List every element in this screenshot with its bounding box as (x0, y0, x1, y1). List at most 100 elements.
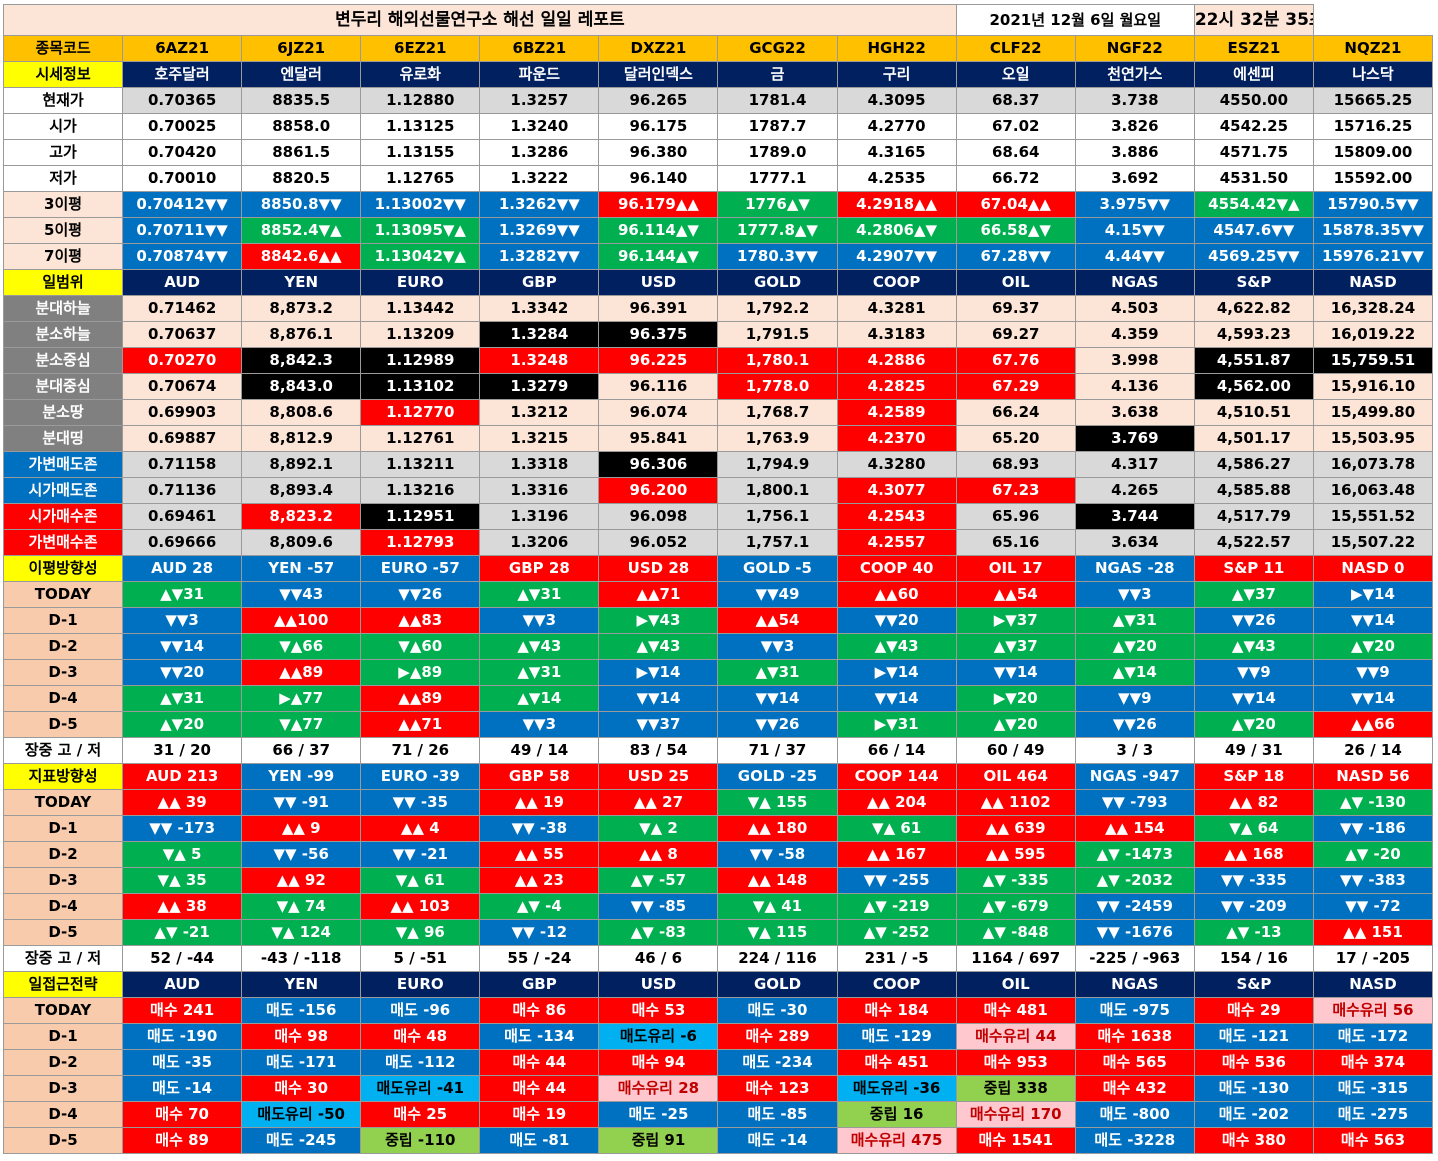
report-title[interactable]: 변두리 해외선물연구소 해선 일일 레포트 (3, 4, 957, 36)
data-cell[interactable]: ▲▲ 639 (955, 815, 1076, 842)
data-cell[interactable]: GOLD -25 (717, 763, 838, 790)
data-cell[interactable]: ▶▲77 (241, 685, 362, 712)
data-cell[interactable]: 1,800.1 (717, 477, 838, 504)
data-cell[interactable]: 매도유리 -41 (360, 1075, 481, 1102)
data-cell[interactable]: 96.375 (598, 321, 719, 348)
data-cell[interactable]: OIL (955, 971, 1076, 998)
data-cell[interactable]: ▼▼3 (122, 607, 243, 634)
data-cell[interactable]: ▲▼43 (598, 633, 719, 660)
data-cell[interactable]: ▲▲71 (360, 711, 481, 738)
row-label[interactable]: D-3 (2, 867, 124, 894)
data-cell[interactable]: 4.2543 (836, 503, 957, 530)
data-cell[interactable]: ▶▼43 (598, 607, 719, 634)
data-cell[interactable]: 4569.25▼▼ (1193, 243, 1314, 270)
data-cell[interactable]: 96.306 (598, 451, 719, 478)
data-cell[interactable]: 4.317 (1074, 451, 1195, 478)
data-cell[interactable]: 매수유리 475 (836, 1127, 957, 1154)
data-cell[interactable]: 55 / -24 (479, 945, 600, 972)
data-cell[interactable]: 8,823.2 (241, 503, 362, 530)
data-cell[interactable]: ▲▼ -130 (1312, 789, 1434, 816)
data-cell[interactable]: 66.72 (955, 165, 1076, 192)
data-cell[interactable]: 1.13002▼▼ (360, 191, 481, 218)
data-cell[interactable]: 1,757.1 (717, 529, 838, 556)
row-label[interactable]: D-1 (2, 607, 124, 634)
data-cell[interactable]: 154 / 16 (1193, 945, 1314, 972)
data-cell[interactable]: ▲▲ 1102 (955, 789, 1076, 816)
data-cell[interactable]: NGAS -28 (1074, 555, 1195, 582)
data-cell[interactable]: 71 / 37 (717, 737, 838, 764)
data-cell[interactable]: ▼▼20 (836, 607, 957, 634)
data-cell[interactable]: ▼▼26 (360, 581, 481, 608)
data-cell[interactable]: ▲▼20 (955, 711, 1076, 738)
data-cell[interactable]: 매수 481 (955, 997, 1076, 1024)
row-label[interactable]: D-2 (2, 1049, 124, 1076)
data-cell[interactable]: 매수 374 (1312, 1049, 1434, 1076)
data-cell[interactable]: 96.052 (598, 529, 719, 556)
data-cell[interactable]: 1.13216 (360, 477, 481, 504)
data-cell[interactable]: 4,622.82 (1193, 295, 1314, 322)
data-cell[interactable]: 68.37 (955, 87, 1076, 114)
data-cell[interactable]: 96.179▲▲ (598, 191, 719, 218)
data-cell[interactable]: ▼▼14 (836, 685, 957, 712)
data-cell[interactable]: 4.2370 (836, 425, 957, 452)
data-cell[interactable]: ▼▼ -38 (479, 815, 600, 842)
data-cell[interactable]: 1.3284 (479, 321, 600, 348)
data-cell[interactable]: 3.692 (1074, 165, 1195, 192)
data-cell[interactable]: 0.70420 (122, 139, 243, 166)
data-cell[interactable]: 68.93 (955, 451, 1076, 478)
data-cell[interactable]: ▼▲60 (360, 633, 481, 660)
data-cell[interactable]: 69.27 (955, 321, 1076, 348)
data-cell[interactable]: 83 / 54 (598, 737, 719, 764)
data-cell[interactable]: 중립 338 (955, 1075, 1076, 1102)
data-cell[interactable]: 4.2918▲▲ (836, 191, 957, 218)
data-cell[interactable]: ▼▼3 (717, 633, 838, 660)
data-cell[interactable]: 96.175 (598, 113, 719, 140)
data-cell[interactable]: ▲▼ -21 (122, 919, 243, 946)
row-label[interactable]: D-4 (2, 893, 124, 920)
data-cell[interactable]: 1,778.0 (717, 373, 838, 400)
data-cell[interactable]: 1.12761 (360, 425, 481, 452)
data-cell[interactable]: 매수 44 (479, 1075, 600, 1102)
data-cell[interactable]: 96.140 (598, 165, 719, 192)
data-cell[interactable]: COOP (836, 269, 957, 296)
data-cell[interactable]: AUD (122, 971, 243, 998)
data-cell[interactable]: 66 / 37 (241, 737, 362, 764)
data-cell[interactable]: ▲▼20 (122, 711, 243, 738)
data-cell[interactable]: 4,501.17 (1193, 425, 1314, 452)
data-cell[interactable]: GCG22 (717, 35, 838, 62)
data-cell[interactable]: 매수유리 28 (598, 1075, 719, 1102)
data-cell[interactable]: EURO -57 (360, 555, 481, 582)
data-cell[interactable]: 66.24 (955, 399, 1076, 426)
data-cell[interactable]: 31 / 20 (122, 737, 243, 764)
data-cell[interactable]: 4.2589 (836, 399, 957, 426)
data-cell[interactable]: 4.2535 (836, 165, 957, 192)
data-cell[interactable]: S&P (1193, 971, 1314, 998)
data-cell[interactable]: 매도 -134 (479, 1023, 600, 1050)
data-cell[interactable]: 0.70674 (122, 373, 243, 400)
data-cell[interactable]: NASD (1312, 269, 1434, 296)
data-cell[interactable]: GOLD (717, 971, 838, 998)
data-cell[interactable]: 매수 86 (479, 997, 600, 1024)
row-label[interactable]: 시가 (2, 113, 124, 140)
data-cell[interactable]: 4.2770 (836, 113, 957, 140)
data-cell[interactable]: 4.2825 (836, 373, 957, 400)
row-label[interactable]: 분소중심 (2, 347, 124, 374)
data-cell[interactable]: 구리 (836, 61, 957, 88)
data-cell[interactable]: ▶▲89 (360, 659, 481, 686)
data-cell[interactable]: 매도 -130 (1193, 1075, 1314, 1102)
data-cell[interactable]: YEN (241, 971, 362, 998)
data-cell[interactable]: ▲▼31 (479, 659, 600, 686)
data-cell[interactable]: ▼▼ -21 (360, 841, 481, 868)
row-label[interactable]: D-4 (2, 1101, 124, 1128)
data-cell[interactable]: 매수 241 (122, 997, 243, 1024)
data-cell[interactable]: ▼▼14 (717, 685, 838, 712)
data-cell[interactable]: 52 / -44 (122, 945, 243, 972)
data-cell[interactable]: AUD (122, 269, 243, 296)
data-cell[interactable]: 매수 94 (598, 1049, 719, 1076)
row-label[interactable]: 장중 고 / 저 (2, 945, 124, 972)
data-cell[interactable]: 1.13125 (360, 113, 481, 140)
data-cell[interactable]: 16,019.22 (1312, 321, 1434, 348)
row-label[interactable]: 분대띵 (2, 425, 124, 452)
data-cell[interactable]: USD (598, 971, 719, 998)
data-cell[interactable]: 매수 30 (241, 1075, 362, 1102)
